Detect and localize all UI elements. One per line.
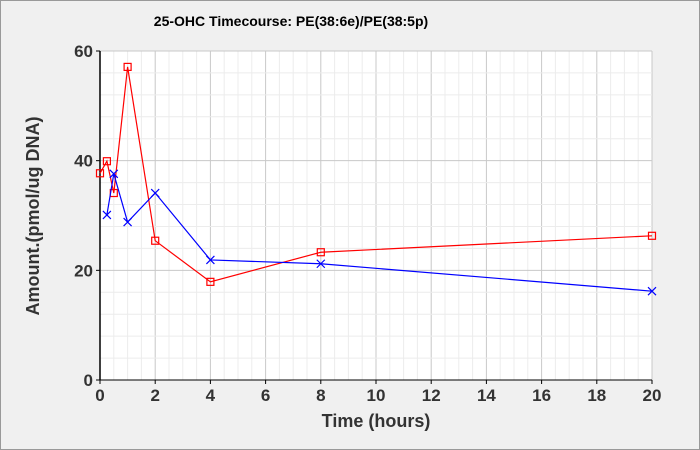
data-point-x	[123, 217, 133, 227]
y-tick-label: 60	[74, 42, 93, 61]
x-tick-label: 4	[206, 386, 216, 405]
data-point-square	[206, 277, 215, 286]
x-tick-label: 10	[367, 386, 386, 405]
x-tick-label: 14	[477, 386, 496, 405]
x-tick-label: 8	[316, 386, 325, 405]
x-tick-label: 2	[150, 386, 159, 405]
data-point-square	[316, 248, 325, 257]
x-tick-label: 12	[422, 386, 441, 405]
data-point-square	[151, 236, 160, 245]
data-point-square	[95, 169, 105, 178]
x-tick-label: 20	[643, 386, 662, 405]
x-tick-label: 18	[587, 386, 606, 405]
chart-title: 25-OHC Timecourse: PE(38:6e)/PE(38:5p)	[154, 13, 428, 29]
y-tick-label: 20	[74, 261, 93, 280]
y-tick-label: 0	[84, 371, 93, 390]
data-point-x	[647, 286, 657, 296]
y-tick-label: 40	[74, 152, 93, 171]
data-point-square	[102, 157, 112, 166]
data-point-x	[102, 210, 112, 220]
x-tick-label: 0	[95, 386, 104, 405]
data-point-x	[205, 255, 215, 265]
series-line-0	[99, 66, 653, 283]
data-point-x	[109, 169, 119, 179]
x-tick-label: 6	[261, 386, 270, 405]
x-tick-label: 16	[532, 386, 551, 405]
x-axis-label: Time (hours)	[322, 411, 431, 431]
y-axis-label: Amount.(pmol/ug DNA)	[23, 117, 43, 316]
data-point-x	[316, 259, 326, 269]
data-point-square	[123, 62, 132, 72]
data-point-x	[150, 188, 160, 198]
data-point-square	[647, 231, 657, 240]
